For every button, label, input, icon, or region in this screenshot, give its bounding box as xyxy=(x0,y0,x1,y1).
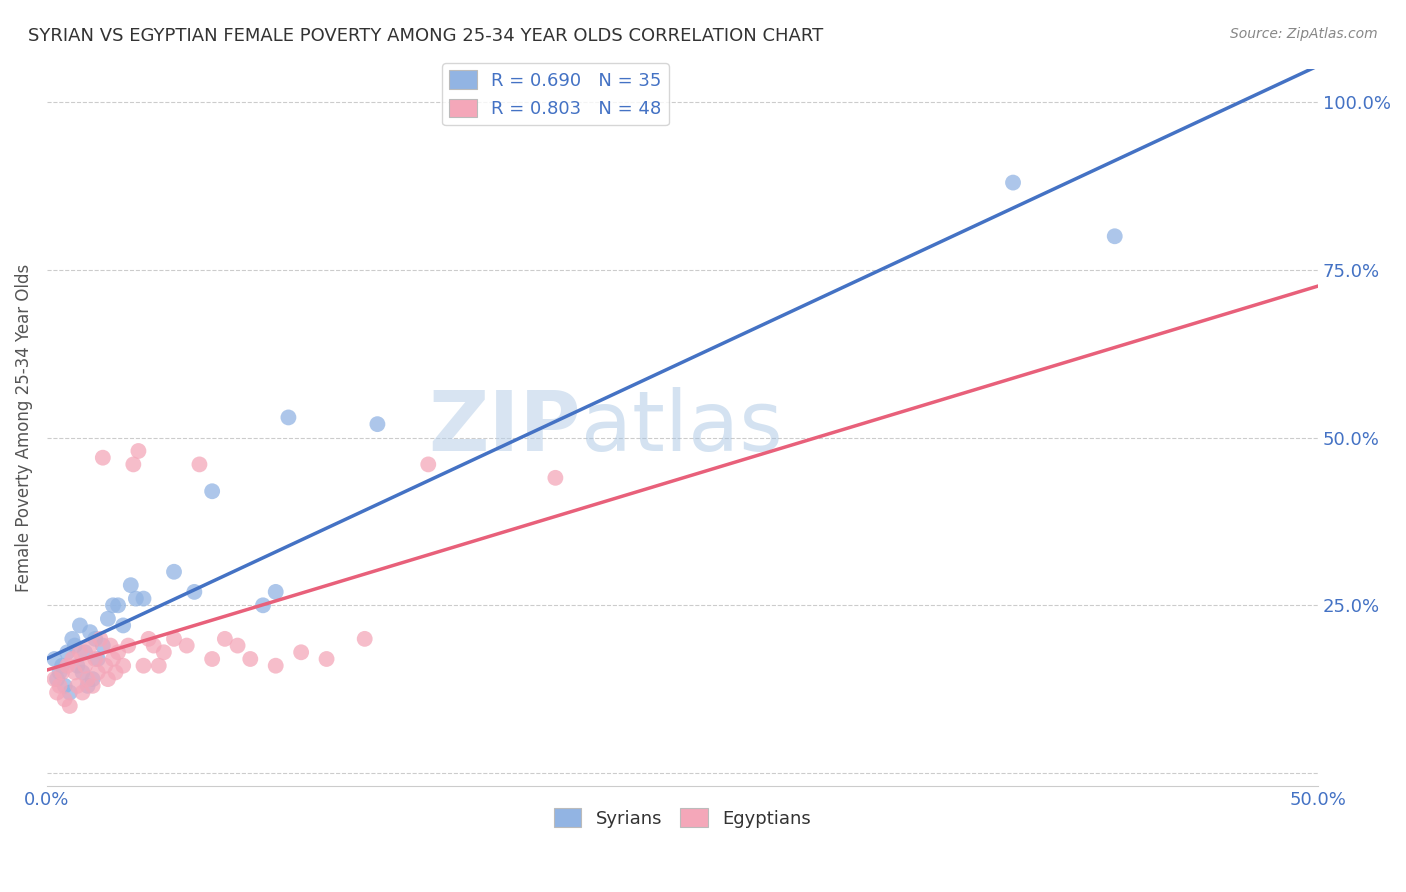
Point xyxy=(201,484,224,499)
Point xyxy=(59,685,82,699)
Text: Source: ZipAtlas.com: Source: ZipAtlas.com xyxy=(1230,27,1378,41)
Point xyxy=(1104,229,1126,244)
Point xyxy=(60,652,83,666)
Point xyxy=(239,652,262,666)
Point xyxy=(51,658,73,673)
Point xyxy=(72,685,94,699)
Point xyxy=(122,458,145,472)
Point xyxy=(73,658,96,673)
Text: SYRIAN VS EGYPTIAN FEMALE POVERTY AMONG 25-34 YEAR OLDS CORRELATION CHART: SYRIAN VS EGYPTIAN FEMALE POVERTY AMONG … xyxy=(28,27,824,45)
Point xyxy=(120,578,142,592)
Point xyxy=(1002,176,1025,190)
Point xyxy=(63,665,86,680)
Point xyxy=(60,632,83,646)
Point xyxy=(56,645,79,659)
Point xyxy=(112,658,135,673)
Point xyxy=(353,632,375,646)
Point xyxy=(44,652,66,666)
Point xyxy=(366,417,388,431)
Point xyxy=(51,665,73,680)
Point xyxy=(264,585,287,599)
Point xyxy=(79,625,101,640)
Point xyxy=(544,471,567,485)
Point xyxy=(84,632,107,646)
Point xyxy=(188,458,211,472)
Point xyxy=(91,450,114,465)
Point xyxy=(46,672,69,686)
Point xyxy=(94,658,117,673)
Point xyxy=(48,665,70,680)
Point xyxy=(63,639,86,653)
Point xyxy=(132,591,155,606)
Legend: Syrians, Egyptians: Syrians, Egyptians xyxy=(547,801,818,835)
Point xyxy=(290,645,312,659)
Point xyxy=(97,672,120,686)
Point xyxy=(84,652,107,666)
Point xyxy=(82,672,104,686)
Point xyxy=(107,599,129,613)
Point xyxy=(112,618,135,632)
Point xyxy=(107,645,129,659)
Point xyxy=(69,645,91,659)
Point xyxy=(153,645,176,659)
Point xyxy=(101,652,124,666)
Point xyxy=(73,645,96,659)
Point xyxy=(148,658,170,673)
Point xyxy=(315,652,337,666)
Point xyxy=(277,410,299,425)
Point xyxy=(176,639,198,653)
Point xyxy=(87,665,110,680)
Point xyxy=(418,458,440,472)
Point xyxy=(132,658,155,673)
Point xyxy=(89,632,111,646)
Point xyxy=(264,658,287,673)
Text: ZIP: ZIP xyxy=(429,387,581,468)
Point xyxy=(97,612,120,626)
Point xyxy=(201,652,224,666)
Point xyxy=(163,565,186,579)
Point xyxy=(101,599,124,613)
Point xyxy=(53,679,76,693)
Point xyxy=(183,585,205,599)
Point xyxy=(72,665,94,680)
Point xyxy=(46,685,69,699)
Point xyxy=(127,444,149,458)
Y-axis label: Female Poverty Among 25-34 Year Olds: Female Poverty Among 25-34 Year Olds xyxy=(15,263,32,591)
Point xyxy=(56,658,79,673)
Point xyxy=(138,632,160,646)
Point xyxy=(226,639,249,653)
Text: atlas: atlas xyxy=(581,387,783,468)
Point xyxy=(100,639,122,653)
Point xyxy=(79,639,101,653)
Point xyxy=(53,692,76,706)
Point xyxy=(76,672,98,686)
Point xyxy=(48,679,70,693)
Point xyxy=(104,665,127,680)
Point xyxy=(214,632,236,646)
Point xyxy=(44,672,66,686)
Point xyxy=(87,652,110,666)
Point xyxy=(163,632,186,646)
Point xyxy=(91,639,114,653)
Point xyxy=(59,698,82,713)
Point xyxy=(66,658,89,673)
Point xyxy=(82,679,104,693)
Point xyxy=(252,599,274,613)
Point xyxy=(66,679,89,693)
Point xyxy=(117,639,139,653)
Point xyxy=(125,591,148,606)
Point xyxy=(69,618,91,632)
Point xyxy=(76,679,98,693)
Point xyxy=(142,639,165,653)
